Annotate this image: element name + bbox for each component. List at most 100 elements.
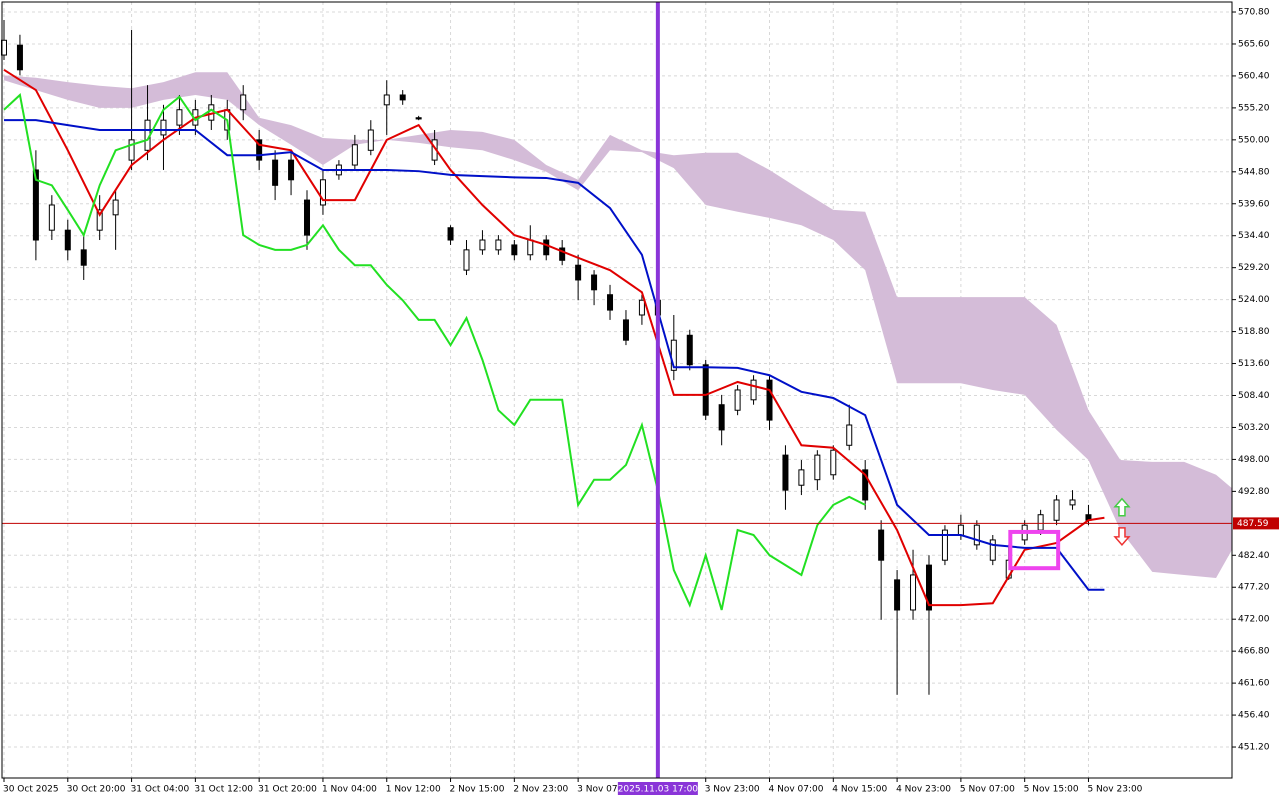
y-tick-label: 456.40: [1238, 711, 1270, 721]
y-tick-label: 508.40: [1238, 391, 1270, 401]
y-tick-label: 524.00: [1238, 295, 1270, 305]
y-tick-label: 550.00: [1238, 135, 1270, 145]
candle-body: [686, 334, 693, 366]
candle-body: [16, 44, 23, 71]
x-tick-label: 3 Nov 07:00: [577, 785, 632, 795]
candle-body: [638, 299, 645, 316]
x-tick-label: 31 Oct 20:00: [258, 785, 317, 795]
x-tick-label: 31 Oct 04:00: [131, 785, 190, 795]
candle-body: [415, 117, 422, 120]
candle-body: [957, 524, 964, 536]
y-tick-label: 466.80: [1238, 647, 1270, 657]
candle-body: [288, 159, 295, 181]
candle-body: [240, 94, 247, 111]
current-price-box: [1233, 517, 1279, 530]
candle-body: [511, 244, 518, 256]
indicator-line: [3, 93, 866, 611]
x-tick-label: 3 Nov 23:00: [705, 785, 760, 795]
y-tick-label: 555.20: [1238, 103, 1270, 113]
candle-body: [447, 227, 454, 241]
candle-body: [176, 109, 183, 126]
candle-body: [750, 379, 757, 401]
candle-body: [1037, 514, 1044, 531]
candle-body: [910, 574, 917, 611]
candle-body: [1053, 499, 1060, 521]
signal-arrow: [1113, 527, 1131, 546]
candle-body: [925, 564, 932, 611]
candle-body: [319, 179, 326, 206]
candle-body: [830, 449, 837, 476]
y-tick-label: 513.60: [1238, 359, 1270, 369]
x-tick-label: 4 Nov 15:00: [832, 785, 887, 795]
candle-body: [64, 229, 71, 251]
candle-body: [351, 144, 358, 166]
candle-body: [702, 364, 709, 416]
x-tick-label: 4 Nov 23:00: [896, 785, 951, 795]
candle-body: [128, 139, 135, 161]
x-tick-label: 2 Nov 15:00: [450, 785, 505, 795]
candle-body: [575, 264, 582, 281]
y-tick-label: 477.20: [1238, 583, 1270, 593]
candle-body: [463, 249, 470, 271]
y-tick-label: 472.00: [1238, 615, 1270, 625]
current-price-label: 487.59: [1237, 519, 1269, 529]
indicator-line: [3, 68, 1105, 607]
candle-body: [48, 204, 55, 231]
y-tick-label: 482.40: [1238, 551, 1270, 561]
plot-frame: [1, 1, 1233, 779]
candle-body: [718, 404, 725, 431]
x-tick-label: 2 Nov 23:00: [513, 785, 568, 795]
candle-body: [399, 94, 406, 101]
signal-arrow: [1113, 497, 1131, 517]
y-tick-label: 529.20: [1238, 263, 1270, 273]
candle-body: [862, 469, 869, 501]
marker-label-box: [617, 782, 698, 795]
candle-body: [112, 199, 119, 216]
candle-body: [0, 39, 7, 56]
candle-body: [734, 389, 741, 411]
y-tick-label: 539.60: [1238, 199, 1270, 209]
candle-body: [782, 454, 789, 491]
candle-body: [559, 247, 566, 261]
highlight-box: [1008, 529, 1061, 571]
x-tick-label: 1 Nov 12:00: [386, 785, 441, 795]
candle-body: [846, 424, 853, 446]
candle-body: [622, 319, 629, 341]
y-tick-label: 544.80: [1238, 167, 1270, 177]
x-tick-label: 5 Nov 07:00: [960, 785, 1015, 795]
x-tick-label: 4 Nov 07:00: [769, 785, 824, 795]
candle-body: [96, 209, 103, 231]
x-tick-label: 5 Nov 15:00: [1024, 785, 1079, 795]
x-tick-label: 1 Nov 04:00: [322, 785, 377, 795]
marker-label: 2025.11.03 17:00: [618, 785, 699, 795]
candle-body: [80, 249, 87, 266]
y-tick-label: 565.60: [1238, 39, 1270, 49]
candle-body: [383, 94, 390, 106]
ichimoku-cloud: [3, 72, 1232, 579]
candle-body: [479, 239, 486, 251]
candle-body: [160, 119, 167, 136]
candle-body: [766, 379, 773, 421]
candle-body: [878, 529, 885, 561]
candle-body: [304, 199, 311, 236]
y-tick-label: 503.20: [1238, 423, 1270, 433]
x-tick-label: 30 Oct 2025: [3, 785, 59, 795]
candle-body: [814, 454, 821, 481]
candle-body: [527, 239, 534, 256]
candle-body: [543, 239, 550, 256]
y-tick-label: 518.80: [1238, 327, 1270, 337]
candle-body: [894, 579, 901, 611]
y-tick-label: 461.60: [1238, 679, 1270, 689]
candle-body: [591, 274, 598, 291]
candle-body: [272, 159, 279, 186]
y-tick-label: 534.40: [1238, 231, 1270, 241]
candle-body: [607, 294, 614, 311]
candle-body: [989, 539, 996, 561]
candle-body: [256, 139, 263, 161]
x-tick-label: 31 Oct 12:00: [194, 785, 253, 795]
y-tick-label: 560.40: [1238, 71, 1270, 81]
y-tick-label: 498.00: [1238, 455, 1270, 465]
y-tick-label: 451.20: [1238, 743, 1270, 753]
candle-body: [367, 129, 374, 151]
candle-body: [495, 239, 502, 251]
